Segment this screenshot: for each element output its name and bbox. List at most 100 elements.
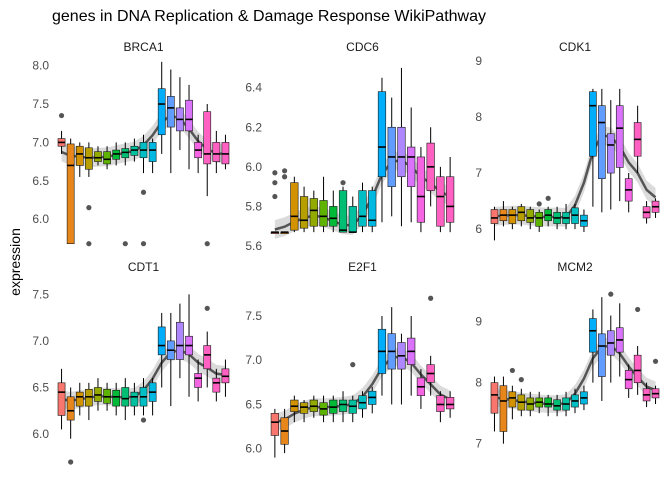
box-15 — [185, 84, 193, 170]
box-body — [329, 206, 338, 227]
box-body — [299, 402, 309, 414]
y-tick-label: 9 — [475, 315, 482, 329]
box-16 — [624, 364, 633, 398]
box-3 — [508, 206, 517, 230]
box-17 — [426, 127, 435, 207]
box-body — [446, 397, 455, 410]
box-5 — [94, 146, 102, 166]
panel-title: E2F1 — [348, 260, 377, 274]
box-body — [75, 145, 84, 166]
panel-title: CDK1 — [559, 40, 591, 54]
outlier-point — [350, 362, 356, 368]
panel-title: CDT1 — [128, 260, 160, 274]
y-tick-label: 7.5 — [245, 309, 262, 323]
box-7 — [544, 394, 552, 417]
outlier-point — [86, 241, 92, 247]
box-12 — [157, 61, 166, 154]
box-body — [203, 111, 212, 165]
box-12 — [589, 88, 597, 207]
box-14 — [397, 67, 406, 227]
outlier-point — [545, 195, 551, 201]
box-17 — [633, 306, 642, 395]
box-body — [358, 190, 367, 227]
box-12 — [377, 315, 387, 396]
box-body — [338, 399, 348, 412]
box-11 — [368, 386, 377, 414]
y-tick-label: 6.0 — [245, 160, 262, 174]
box-5 — [309, 395, 318, 418]
outlier-point — [86, 205, 92, 211]
panel-title: BRCA1 — [123, 40, 163, 54]
y-tick-label: 7.0 — [32, 135, 49, 149]
box-body — [377, 91, 387, 178]
outlier-point — [204, 305, 210, 311]
y-tick-label: 7.0 — [245, 353, 262, 367]
y-tick-label: 7 — [475, 437, 482, 451]
box-2 — [280, 168, 289, 234]
box-13 — [598, 297, 606, 401]
box-16 — [416, 147, 426, 233]
box-11 — [580, 209, 588, 232]
box-15 — [407, 315, 416, 396]
outlier-point — [140, 189, 147, 195]
outlier-point — [635, 306, 641, 313]
box-9 — [130, 138, 139, 162]
y-tick-label: 6.0 — [245, 442, 262, 456]
outlier-point — [428, 295, 434, 301]
box-6 — [103, 146, 111, 170]
box-3 — [75, 382, 84, 416]
box-body — [397, 126, 406, 178]
box-4 — [85, 382, 93, 421]
box-body — [490, 209, 499, 224]
outlier-point — [68, 459, 74, 465]
box-11 — [580, 385, 588, 411]
outlier-point — [652, 358, 659, 364]
outlier-point — [272, 180, 278, 186]
facet-panels: BRCA16.06.57.07.58.0CDC65.65.86.06.26.4C… — [32, 40, 660, 465]
box-14 — [606, 291, 615, 383]
box-body — [368, 190, 377, 227]
box-8 — [121, 378, 130, 421]
box-10 — [358, 182, 367, 233]
box-19 — [446, 391, 455, 418]
box-3 — [290, 395, 299, 423]
box-6 — [535, 201, 544, 232]
outlier-point — [509, 367, 515, 374]
box-body — [121, 387, 130, 407]
box-12 — [377, 77, 387, 223]
box-18 — [642, 382, 651, 408]
box-body — [407, 146, 416, 187]
box-body — [338, 190, 348, 233]
box-4 — [299, 186, 309, 233]
box-body — [290, 182, 299, 231]
box-14 — [176, 77, 184, 151]
outlier-point — [58, 112, 65, 119]
box-body — [66, 143, 75, 244]
box-13 — [387, 307, 396, 405]
y-tick-label: 7 — [475, 166, 482, 180]
box-body — [526, 209, 535, 223]
box-2 — [66, 387, 75, 465]
box-16 — [194, 359, 202, 402]
box-13 — [166, 312, 175, 407]
box-3 — [508, 367, 517, 420]
panel-brca1: BRCA1 6.0 6.5 7.0 7.5 8.0 — [32, 40, 230, 247]
box-10 — [571, 388, 579, 414]
smooth-ribbon — [494, 336, 656, 413]
box-body — [589, 318, 597, 353]
box-body — [112, 389, 121, 407]
box-body — [606, 133, 615, 174]
y-tick-label: 6.5 — [32, 174, 49, 188]
y-tick-label: 6 — [475, 222, 482, 236]
y-tick-label: 8 — [475, 376, 482, 390]
box-8 — [338, 180, 348, 233]
box-10 — [139, 134, 148, 247]
box-1 — [57, 112, 66, 154]
box-5 — [526, 391, 535, 417]
y-axis-label: expression — [7, 228, 23, 296]
box-11 — [148, 378, 157, 416]
y-tick-label: 7.5 — [32, 287, 49, 301]
outlier-point — [536, 201, 542, 207]
box-body — [446, 176, 455, 223]
box-body — [94, 151, 102, 162]
